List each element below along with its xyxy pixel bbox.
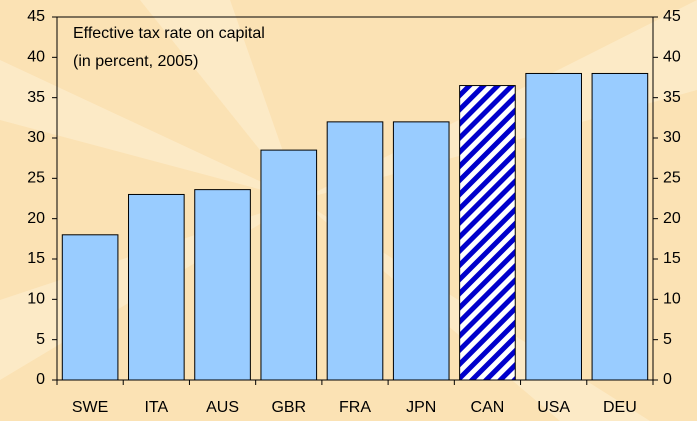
y2-tick-label: 15	[663, 250, 681, 267]
y2-tick-label: 40	[663, 49, 681, 66]
y-tick-label: 20	[27, 210, 45, 227]
bar	[591, 72, 649, 381]
y-tick-label: 40	[27, 49, 45, 66]
y2-tick-label: 45	[663, 8, 681, 25]
y-tick-label: 45	[27, 8, 45, 25]
y2-tick-label: 0	[663, 371, 672, 388]
x-tick-label: USA	[537, 399, 570, 416]
y2-tick-label: 5	[663, 331, 672, 348]
x-tick-label: CAN	[471, 399, 505, 416]
bar	[326, 121, 384, 381]
chart-title: Effective tax rate on capital	[73, 25, 265, 42]
y2-tick-label: 25	[663, 170, 681, 187]
y2-tick-label: 10	[663, 291, 681, 308]
x-tick-label: GBR	[271, 399, 306, 416]
bar	[392, 121, 450, 381]
bar	[459, 85, 516, 381]
bar	[194, 189, 251, 381]
bar	[525, 72, 582, 381]
bar	[260, 149, 318, 381]
y2-tick-label: 20	[663, 210, 681, 227]
y-tick-label: 0	[36, 371, 45, 388]
x-tick-label: DEU	[603, 399, 637, 416]
x-tick-label: FRA	[339, 399, 371, 416]
bar	[61, 234, 119, 381]
x-tick-label: JPN	[406, 399, 436, 416]
x-tick-label: AUS	[206, 399, 239, 416]
y-tick-label: 25	[27, 170, 45, 187]
y2-tick-label: 35	[663, 89, 681, 106]
y-tick-label: 35	[27, 89, 45, 106]
y-tick-label: 5	[36, 331, 45, 348]
x-tick-label: ITA	[144, 399, 168, 416]
y2-tick-label: 30	[663, 129, 681, 146]
y-tick-label: 30	[27, 129, 45, 146]
bar	[128, 193, 185, 381]
x-tick-label: SWE	[72, 399, 108, 416]
y-tick-label: 10	[27, 291, 45, 308]
chart-subtitle: (in percent, 2005)	[73, 53, 198, 70]
y-tick-label: 15	[27, 250, 45, 267]
